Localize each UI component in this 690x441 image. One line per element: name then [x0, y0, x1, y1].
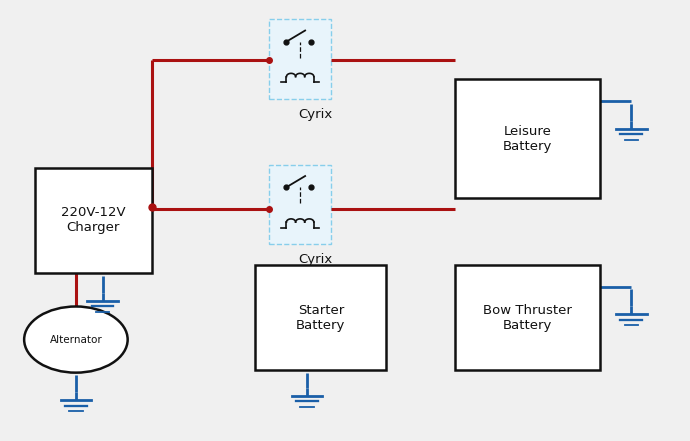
FancyBboxPatch shape: [269, 165, 331, 244]
FancyBboxPatch shape: [255, 265, 386, 370]
Text: Bow Thruster
Battery: Bow Thruster Battery: [484, 303, 572, 332]
Text: Cyrix: Cyrix: [299, 108, 333, 120]
Circle shape: [24, 306, 128, 373]
FancyBboxPatch shape: [34, 168, 152, 273]
Text: Cyrix: Cyrix: [299, 253, 333, 266]
Text: Leisure
Battery: Leisure Battery: [503, 125, 553, 153]
FancyBboxPatch shape: [455, 79, 600, 198]
FancyBboxPatch shape: [455, 265, 600, 370]
FancyBboxPatch shape: [269, 19, 331, 99]
Text: Starter
Battery: Starter Battery: [296, 303, 346, 332]
Text: Alternator: Alternator: [50, 335, 102, 344]
Text: 220V-12V
Charger: 220V-12V Charger: [61, 206, 126, 235]
